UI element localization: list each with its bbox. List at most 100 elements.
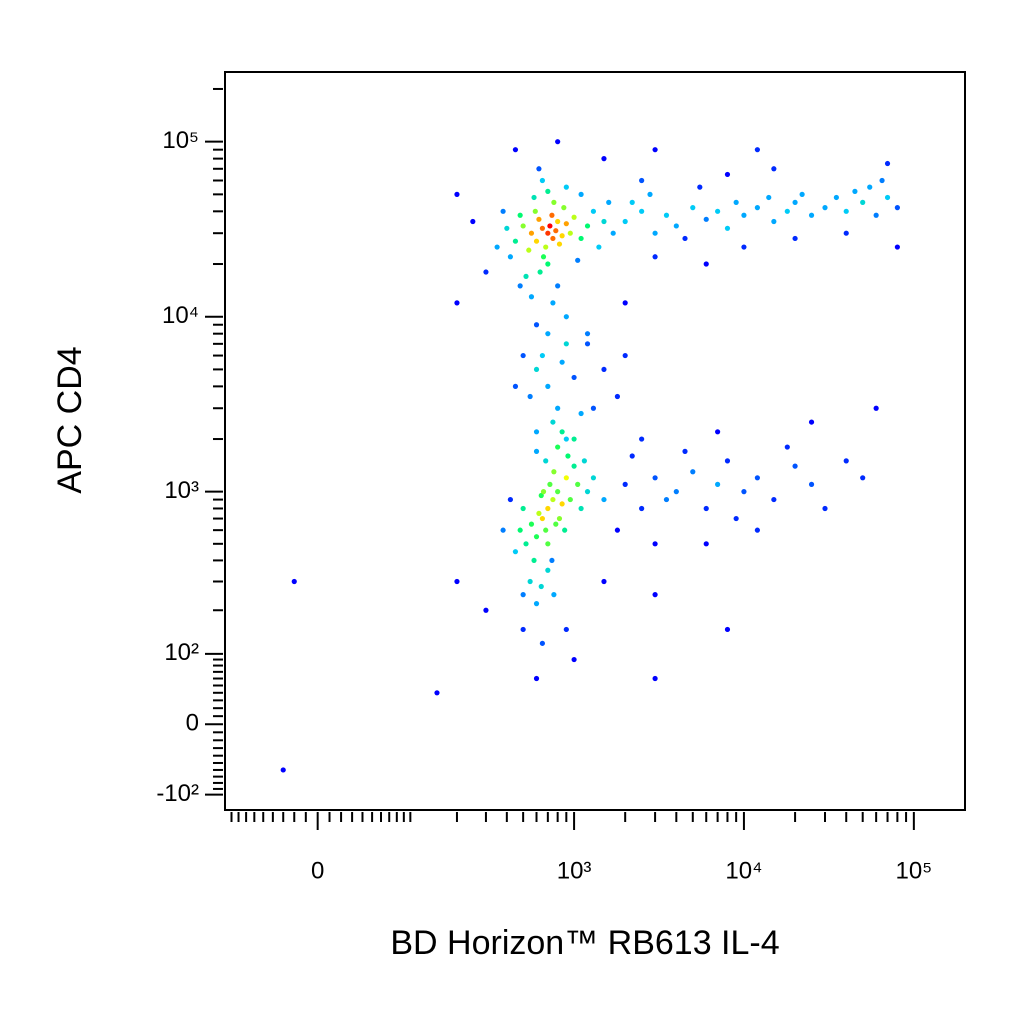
dot [545,383,551,389]
dot [584,223,591,229]
dot [584,341,591,347]
dot [523,541,529,547]
dot [578,191,584,197]
dot [550,300,556,306]
dot [879,177,885,184]
y-tick-label: 0 [186,710,199,737]
dot [715,429,721,435]
dot [563,475,569,481]
dot [833,194,839,201]
dot [549,557,555,564]
dot [724,458,731,464]
dot [652,475,658,481]
dot [682,235,688,242]
dot [561,205,567,211]
dot [766,194,772,201]
dot [610,230,616,236]
dot [563,314,569,320]
dot [867,184,873,190]
dot [622,352,628,359]
dot [540,254,547,260]
dot [551,469,557,475]
dot [606,199,612,205]
dot [528,521,535,527]
dot [559,233,565,239]
dot [724,626,731,633]
dot [860,475,866,481]
dot [771,218,777,225]
dot [494,244,500,250]
dot [571,463,577,469]
x-tick-label: 10⁵ [896,857,933,884]
y-tick-label: 10² [164,639,199,666]
dot [639,208,645,214]
plot-frame [224,71,966,811]
dot [673,489,679,495]
x-tick-label: 0 [311,857,324,884]
dot [639,436,645,442]
dot [291,578,297,585]
dot [536,216,542,222]
dot [860,199,866,205]
dot [741,244,747,250]
dot [733,199,739,205]
x-tick-label: 10³ [557,857,592,884]
dot [520,626,526,633]
dot [663,212,670,218]
dot [784,208,790,214]
dot [673,223,679,229]
dot [884,160,891,167]
dot [754,475,760,481]
dot [629,199,635,205]
dot [563,626,569,633]
dot [584,331,591,337]
dot [555,489,561,495]
dot [540,489,547,495]
dot [550,235,556,242]
dot [703,216,709,222]
dot [622,218,628,225]
dot [741,489,747,495]
dot [715,481,721,487]
dot [559,429,565,435]
dot [533,675,540,682]
dot [539,177,545,184]
dot [559,359,565,365]
dot [545,261,551,267]
dot [614,527,621,533]
dot [563,184,569,190]
dot [536,510,542,516]
dot [578,505,584,512]
dot [454,578,460,585]
dot [520,592,526,598]
dot [873,212,879,218]
dot [527,578,533,585]
dot [562,527,568,533]
dot [601,366,607,373]
dot [533,534,540,540]
dot [500,208,506,214]
dot [843,458,849,464]
dot [533,238,540,244]
dot [434,690,440,696]
dot [517,212,523,218]
dot [528,294,535,300]
dot [703,541,709,547]
dot [559,501,565,507]
dot [555,283,561,289]
dot [754,527,760,533]
dot [512,383,519,389]
dot [622,300,628,306]
dot [567,230,573,236]
dot [652,147,658,153]
dot [792,463,798,469]
dot [622,481,628,487]
dot [792,235,798,242]
dot [808,212,815,218]
y-tick-label: 10⁴ [162,302,199,329]
dot [553,228,559,234]
dot [652,254,658,260]
dot [512,238,519,244]
dot [454,191,460,197]
dot [547,223,553,229]
